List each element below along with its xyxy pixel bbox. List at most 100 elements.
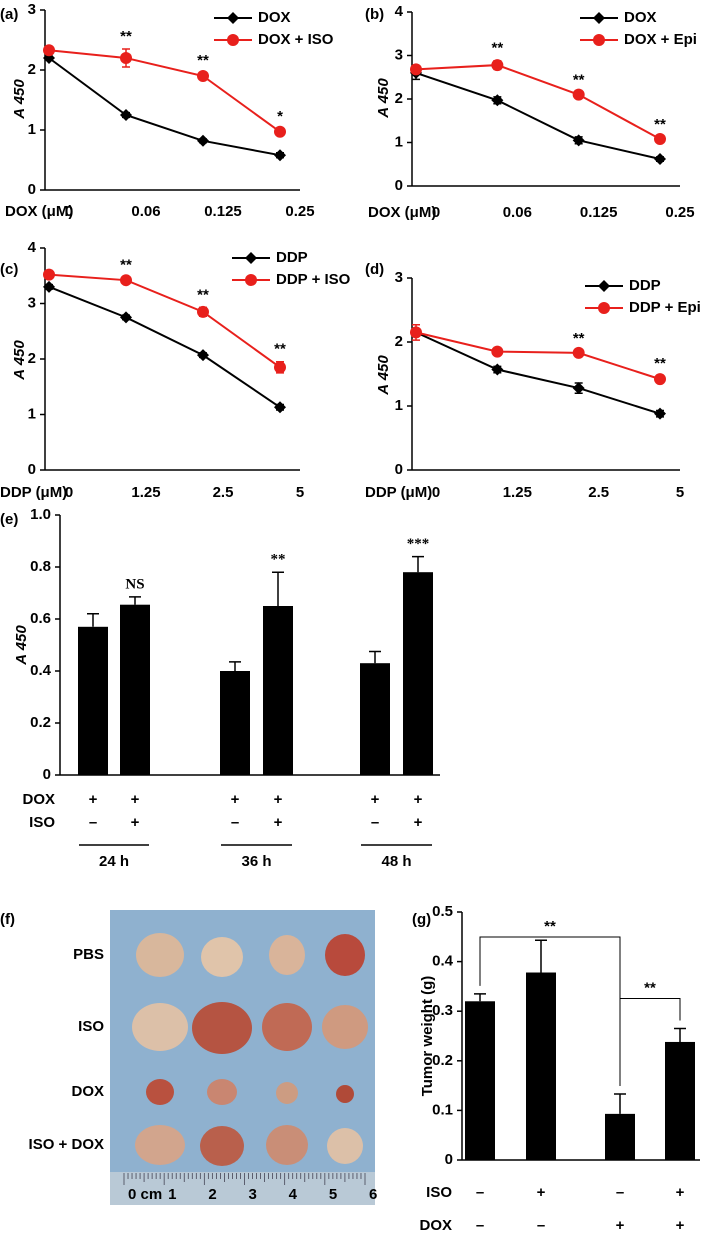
panel-label: (g) — [412, 911, 431, 928]
marker — [491, 59, 504, 72]
y-tick-label: 3 — [28, 294, 36, 311]
x-tick-label: 0.06 — [131, 203, 160, 220]
y-tick-label: 0.2 — [432, 1052, 453, 1069]
significance: ** — [491, 40, 503, 57]
marker — [120, 311, 132, 324]
error-bar — [474, 993, 486, 1002]
condition-sign: + — [616, 1217, 625, 1234]
x-tick-label: 5 — [296, 484, 304, 501]
condition-sign: – — [89, 814, 97, 831]
condition-sign: – — [537, 1217, 545, 1234]
y-tick-label: 1 — [395, 397, 403, 414]
tumor — [276, 1082, 298, 1104]
tumor — [327, 1128, 363, 1164]
ruler-label: 4 — [289, 1186, 298, 1203]
marker — [120, 109, 132, 121]
condition-sign: + — [274, 791, 283, 808]
bar — [220, 671, 250, 775]
marker — [654, 373, 666, 386]
series-line — [48, 273, 281, 369]
series-line — [48, 49, 281, 133]
legend-label: DDP — [629, 277, 661, 294]
marker — [274, 149, 286, 162]
condition-label: DOX — [419, 1217, 452, 1234]
bar — [263, 606, 293, 775]
significance: NS — [125, 576, 144, 592]
marker — [43, 44, 55, 57]
x-tick-label: 0.125 — [204, 203, 242, 220]
x-tick-label: 0.125 — [580, 204, 618, 221]
panel-label: (d) — [365, 261, 384, 278]
condition-sign: + — [131, 814, 140, 831]
y-tick-label: 3 — [395, 46, 403, 63]
panel-label: (a) — [0, 6, 18, 23]
x-tick-label: 0.06 — [503, 204, 532, 221]
y-tick-label: 0.8 — [30, 558, 51, 575]
legend-label: DDP + Epi — [629, 299, 701, 316]
y-tick-label: 3 — [28, 1, 36, 18]
series-line — [48, 285, 281, 409]
significance: ** — [120, 256, 132, 273]
tumor — [325, 934, 365, 976]
series-line — [48, 57, 281, 157]
tumor — [136, 933, 184, 977]
significance: * — [277, 108, 283, 125]
condition-sign: – — [371, 814, 379, 831]
panel-label: (e) — [0, 511, 18, 528]
bar — [120, 604, 150, 775]
legend-marker — [593, 34, 605, 46]
significance: ** — [654, 355, 666, 372]
legend-marker — [245, 252, 257, 264]
series-line — [415, 71, 661, 161]
bar — [665, 1041, 695, 1160]
y-axis-label: A 450 — [375, 355, 392, 396]
marker — [197, 349, 209, 362]
error-bar — [412, 555, 424, 573]
ruler-label: 3 — [249, 1186, 257, 1203]
series-line — [415, 331, 661, 381]
legend-label: DOX — [624, 9, 657, 26]
legend-marker — [598, 280, 610, 292]
bar — [403, 572, 433, 775]
marker — [274, 361, 286, 374]
marker — [197, 70, 209, 82]
x-tick-label: 5 — [676, 484, 684, 501]
ruler-label: 2 — [208, 1186, 216, 1203]
y-tick-label: 1 — [395, 133, 403, 150]
legend-marker — [598, 302, 610, 314]
marker — [120, 274, 132, 287]
error-bar — [614, 1093, 626, 1114]
marker — [654, 407, 666, 420]
y-tick-label: 2 — [28, 350, 36, 367]
tumor — [262, 1003, 312, 1051]
marker — [491, 345, 504, 358]
bar — [465, 1001, 495, 1160]
y-tick-label: 3 — [395, 269, 403, 286]
marker — [572, 88, 585, 101]
marker — [654, 153, 666, 166]
significance: ** — [271, 552, 286, 568]
tumor — [322, 1005, 368, 1049]
legend-label: DOX — [258, 9, 291, 26]
y-tick-label: 1 — [28, 121, 36, 138]
y-tick-label: 2 — [395, 90, 403, 107]
significance: ** — [274, 341, 286, 358]
significance: ** — [197, 52, 209, 69]
tumor — [201, 937, 243, 977]
tumor — [135, 1125, 185, 1165]
significance: ** — [197, 286, 209, 303]
ruler-label: 5 — [329, 1186, 337, 1203]
y-tick-label: 1.0 — [30, 506, 51, 523]
legend-label: DDP + ISO — [276, 271, 351, 288]
marker — [572, 346, 585, 359]
y-tick-label: 0 — [395, 177, 403, 194]
series-line — [415, 331, 661, 415]
y-tick-label: 4 — [28, 239, 37, 256]
bracket-label: ** — [544, 918, 556, 935]
y-axis-label: A 450 — [13, 625, 30, 666]
marker — [43, 268, 55, 281]
y-tick-label: 0.5 — [432, 903, 453, 920]
significance: *** — [407, 536, 430, 552]
marker — [572, 382, 585, 395]
legend-marker — [227, 34, 239, 46]
